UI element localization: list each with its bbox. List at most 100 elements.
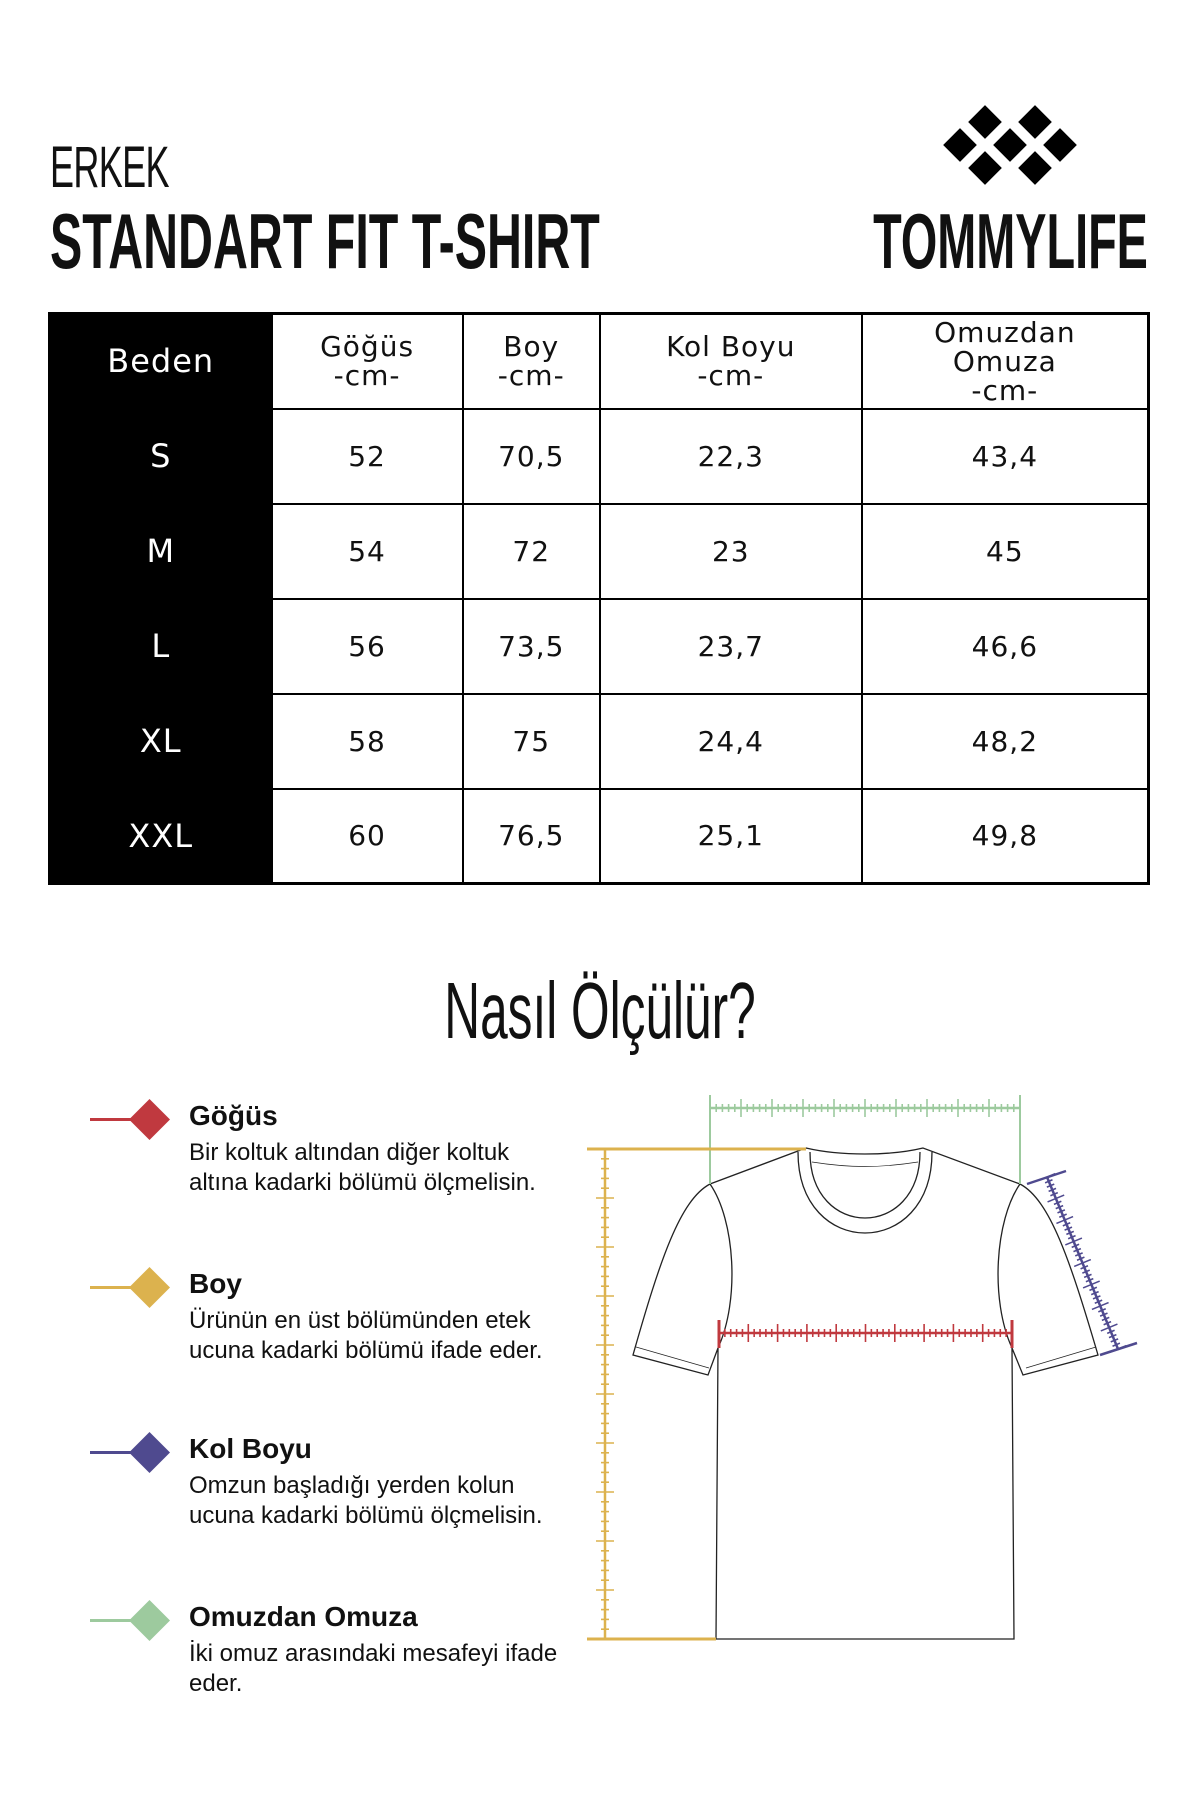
header-beden: Beden: [48, 312, 273, 410]
value-cell: 46,6: [860, 597, 1150, 695]
sleeve-ruler-tick: [1080, 1265, 1089, 1270]
brand-name: TOMMYLIFE: [873, 197, 1148, 285]
gender-label: ERKEK: [50, 135, 169, 200]
sleeve-ruler-tick: [1099, 1312, 1108, 1317]
header-unit: -cm-: [497, 359, 565, 393]
header-label: Boy: [503, 330, 560, 364]
sleeve-ruler-tick: [1082, 1269, 1091, 1274]
value-cell: 25,1: [598, 787, 863, 885]
sleeve-ruler-tick: [1071, 1243, 1080, 1249]
table-row: L 56 73,5 23,7 46,6: [48, 597, 1150, 695]
sleeve-ruler-tick: [1064, 1226, 1073, 1231]
value-cell: 49,8: [860, 787, 1150, 885]
table-row: M 54 72 23 45: [48, 502, 1150, 600]
sleeve-ruler-tick: [1062, 1222, 1071, 1227]
header-kol-boyu: Kol Boyu -cm-: [598, 312, 863, 410]
table-header-row: Beden Göğüs -cm- Boy -cm- Kol Boyu -cm- Omu…: [48, 312, 1150, 410]
value-cell: 22,3: [598, 407, 863, 505]
sleeve-ruler-tick: [1108, 1333, 1117, 1339]
sleeve-ruler-tick: [1082, 1280, 1100, 1289]
sleeve-ruler-tick: [1058, 1213, 1067, 1218]
header-gogus: Göğüs -cm-: [270, 312, 464, 410]
sleeve-ruler-tick: [1091, 1301, 1109, 1311]
header-unit: -cm-: [333, 359, 401, 393]
legend-title: Omuzdan Omuza: [189, 1601, 418, 1632]
sleeve-ruler-tick: [1106, 1329, 1115, 1335]
value-cell: 23: [598, 502, 863, 600]
sleeve-ruler-tick: [1055, 1204, 1064, 1210]
sleeve-ruler-tick: [1044, 1179, 1053, 1184]
sleeve-ruler-tick: [1083, 1273, 1092, 1279]
legend-title: Boy: [189, 1268, 242, 1299]
legend-line: [90, 1451, 140, 1454]
legend-description: Ürünün en üst bölümünden etek ucuna kada…: [189, 1307, 543, 1364]
legend-line: [90, 1118, 140, 1121]
sleeve-ruler-tick: [1057, 1209, 1066, 1214]
header-unit: -cm-: [697, 359, 765, 393]
legend-line: [90, 1619, 140, 1622]
how-to-measure-title: Nasıl Ölçülür?: [444, 966, 756, 1055]
header-label: Omuza: [952, 344, 1057, 378]
size-cell: XL: [48, 692, 273, 790]
value-cell: 76,5: [461, 787, 601, 885]
header-omuzdan-omuza: Omuzdan Omuza -cm-: [860, 312, 1150, 410]
sleeve-ruler-tick: [1047, 1194, 1065, 1203]
sleeve-ruler-tick: [1073, 1258, 1092, 1268]
value-cell: 23,7: [598, 597, 863, 695]
value-cell: 75: [461, 692, 601, 790]
sleeve-ruler-tick: [1101, 1316, 1110, 1322]
sleeve-ruler-tick: [1065, 1237, 1083, 1246]
sleeve-ruler-tick: [1076, 1256, 1085, 1261]
size-cell: L: [48, 597, 273, 695]
sleeve-ruler-tick: [1046, 1183, 1055, 1188]
sleeve-ruler-tick: [1110, 1338, 1119, 1343]
value-cell: 43,4: [860, 407, 1150, 505]
sleeve-ruler-tick: [1073, 1247, 1082, 1253]
value-cell: 73,5: [461, 597, 601, 695]
value-cell: 58: [270, 692, 464, 790]
legend-title: Göğüs: [189, 1100, 278, 1131]
table-row: XL 58 75 24,4 48,2: [48, 692, 1150, 790]
header-unit: -cm-: [971, 373, 1039, 407]
header-label: Omuzdan: [934, 315, 1076, 349]
sleeve-ruler-tick: [1109, 1344, 1127, 1354]
page-title: STANDART FIT T-SHIRT: [50, 197, 600, 285]
table-row: XXL 60 76,5 25,1 49,8: [48, 787, 1150, 885]
size-table: Beden Göğüs -cm- Boy -cm- Kol Boyu -cm- Omu…: [48, 312, 1150, 885]
legend-description: İki omuz arasındaki mesafeyi ifade eder.: [189, 1640, 558, 1697]
sleeve-ruler-tick: [1089, 1286, 1098, 1292]
value-cell: 48,2: [860, 692, 1150, 790]
sleeve-ruler-tick: [1053, 1200, 1062, 1206]
table-row: S 52 70,5 22,3 43,4: [48, 407, 1150, 505]
value-cell: 45: [860, 502, 1150, 600]
brand-logo-icon: [943, 105, 1077, 185]
value-cell: 60: [270, 787, 464, 885]
sleeve-ruler-tick: [1094, 1299, 1103, 1304]
legend-description: Omzun başladığı yerden kolun ucuna kadar…: [189, 1472, 543, 1529]
value-cell: 72: [461, 502, 601, 600]
sleeve-ruler-tick: [1100, 1323, 1118, 1332]
sleeve-ruler-tick: [1050, 1191, 1059, 1197]
header-boy: Boy -cm-: [461, 312, 601, 410]
value-cell: 70,5: [461, 407, 601, 505]
sleeve-ruler-tick: [1048, 1187, 1057, 1193]
sleeve-ruler-tick: [1098, 1308, 1107, 1313]
sleeve-ruler-tick: [1090, 1290, 1099, 1296]
size-cell: XXL: [48, 787, 273, 885]
sleeve-ruler-tick: [1066, 1230, 1075, 1236]
sleeve-ruler-tick: [1092, 1295, 1101, 1300]
size-cell: S: [48, 407, 273, 505]
value-cell: 56: [270, 597, 464, 695]
shirt-outline: [632, 1147, 1099, 1640]
value-cell: 24,4: [598, 692, 863, 790]
legend-title: Kol Boyu: [189, 1433, 312, 1464]
legend-description: Bir koltuk altından diğer koltuk altına …: [189, 1139, 536, 1196]
sleeve-ruler-tick: [1085, 1277, 1094, 1283]
sleeve-ruler-tick: [1038, 1172, 1056, 1182]
value-cell: 54: [270, 502, 464, 600]
sleeve-ruler-tick: [1103, 1320, 1112, 1326]
legend-line: [90, 1286, 140, 1289]
sleeve-ruler-tick: [1112, 1342, 1121, 1347]
sleeve-ruler-tick: [1074, 1252, 1083, 1257]
